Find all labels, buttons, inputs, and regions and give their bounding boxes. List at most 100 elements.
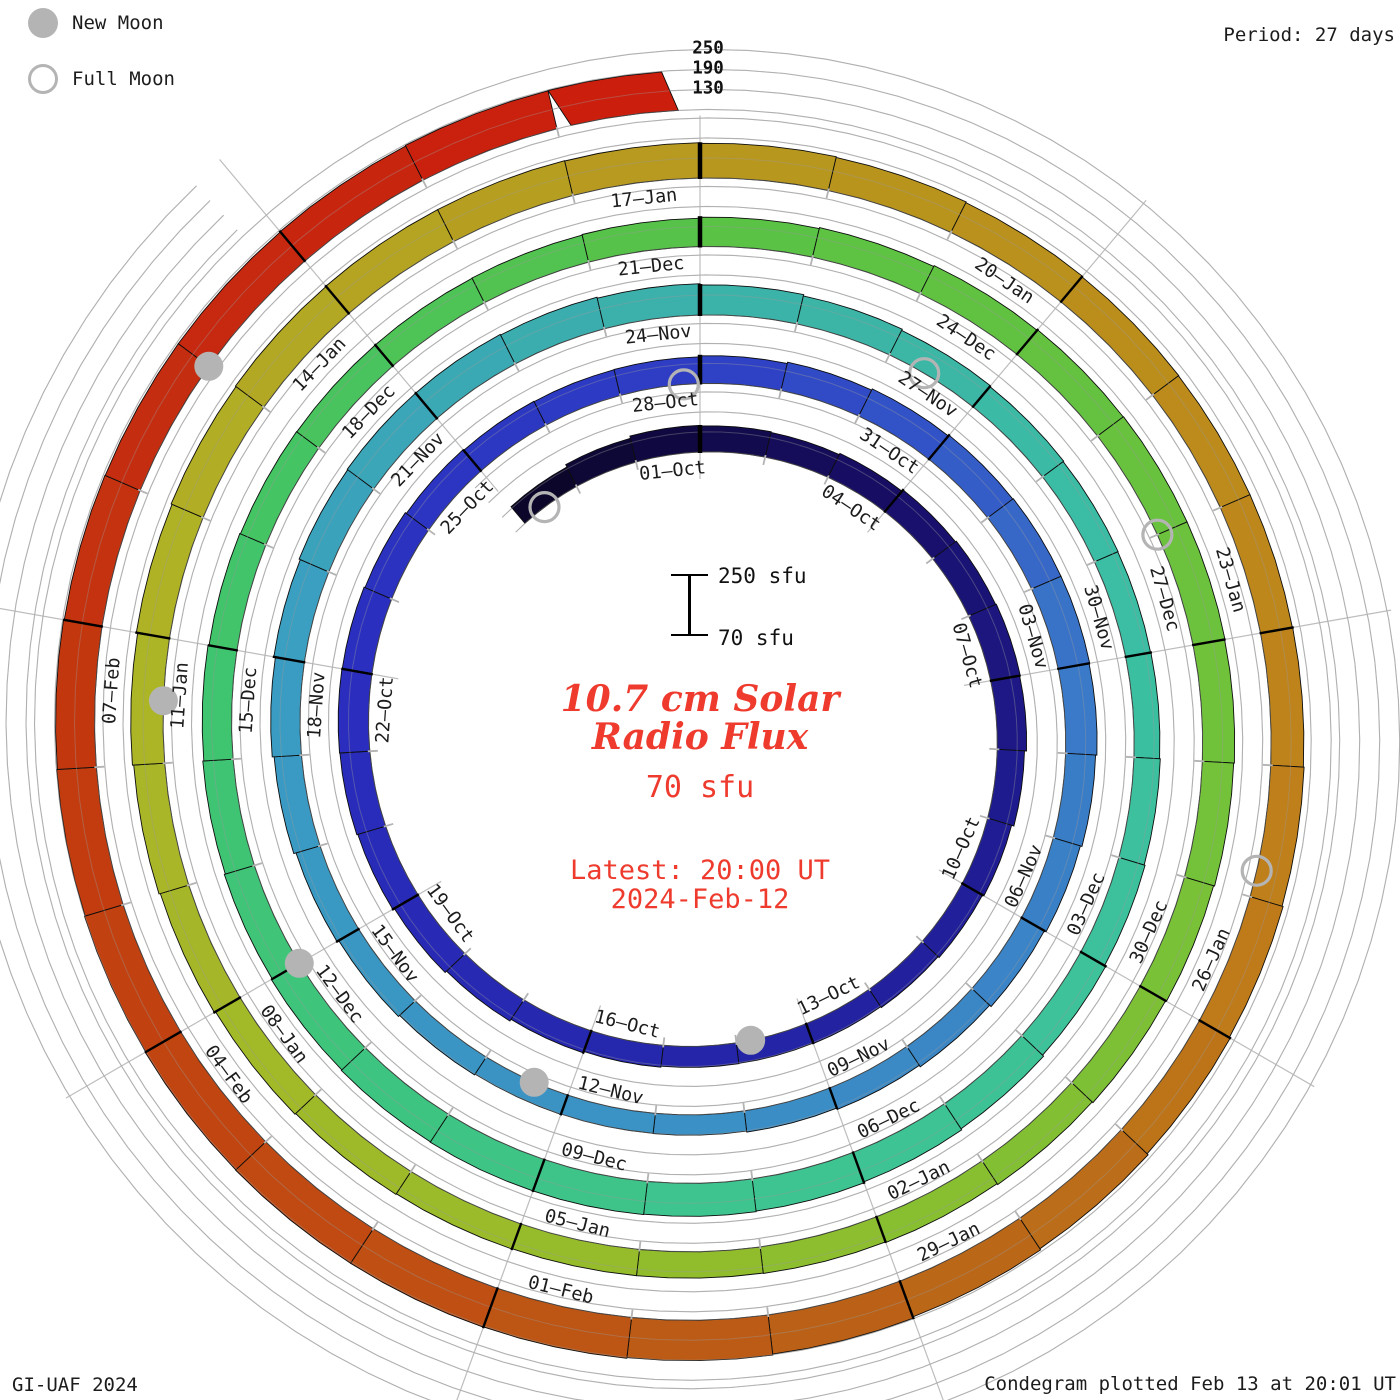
flux-gridline-250 [0,48,1400,1400]
flux-bar-segment [499,296,605,365]
day-tick [961,614,971,621]
day-tick [513,361,520,372]
day-tick [1145,393,1155,401]
flux-bar-segment [699,142,837,192]
day-tick [646,1173,650,1184]
new-moon-marker [736,1025,766,1055]
three-day-divider [462,448,483,473]
three-day-divider [272,655,306,664]
flux-bar-segment [643,1178,757,1217]
date-label: 22–Oct [372,676,398,744]
day-tick [979,814,990,820]
three-day-divider [414,391,439,420]
three-day-divider [960,881,984,897]
day-tick [371,487,381,495]
full-moon-marker [528,491,561,524]
day-tick [413,994,422,1003]
flux-bar-segment [273,558,330,663]
day-tick [263,1135,273,1144]
day-tick [758,1238,762,1250]
flux-bar-segment [928,434,1014,519]
day-tick [750,1170,754,1182]
three-day-divider [971,385,992,409]
three-day-divider [581,1029,593,1055]
day-tick [1015,1029,1024,1038]
day-tick [1149,533,1160,539]
three-day-divider [898,1279,915,1320]
day-tick [462,947,472,956]
flux-bar-segment [1021,951,1107,1056]
flux-bar-segment [972,385,1065,478]
day-tick [965,982,975,991]
day-tick [313,1088,322,1097]
flux-bar-segment [565,437,637,487]
day-tick [316,446,326,454]
day-tick [915,935,925,944]
flux-bar-segment [357,825,419,910]
three-day-divider [883,488,905,514]
day-tick [662,1037,666,1048]
three-day-divider [1020,916,1046,933]
day-tick [421,178,428,188]
flux-bar-segment [626,1314,774,1362]
day-tick [1114,1123,1124,1132]
three-day-divider [1124,651,1153,659]
day-tick [544,422,551,433]
new-moon-marker [194,351,224,381]
flux-bar-segment [751,1151,865,1212]
flux-bar-segment [298,469,375,573]
day-tick [823,475,830,485]
day-tick [1057,751,1068,755]
flux-gridline-190 [0,68,1381,1400]
three-day-divider [874,1215,888,1244]
three-day-divider [989,674,1021,683]
day-tick [162,761,173,765]
full-moon-marker [1240,854,1273,887]
day-tick [989,747,1000,751]
flux-bar-segment [780,361,873,417]
day-tick [317,842,328,848]
day-tick [371,1221,379,1231]
day-tick [574,484,582,494]
date-label: 07–Feb [99,657,125,725]
flux-bar-segment [796,295,903,356]
day-tick [809,254,814,266]
flux-bar-segment [1118,756,1161,866]
day-tick [261,405,271,413]
flux-gridline-overlay-250 [0,48,1400,1400]
new-moon-marker [148,686,178,716]
three-day-divider [1059,275,1084,304]
day-tick [825,188,830,199]
three-day-divider [144,1030,183,1054]
day-tick [1090,434,1100,442]
flux-bar-segment [1192,638,1236,764]
day-tick [1023,587,1034,593]
day-tick [925,556,935,565]
date-label: 18–Nov [304,671,330,739]
day-tick [630,1309,634,1320]
day-tick [1242,893,1253,899]
flux-bar-segment [868,940,939,1009]
three-day-divider [1138,984,1168,1003]
three-day-divider [1259,626,1294,635]
flux-bar-segment [159,884,241,1014]
full-moon-marker [667,368,700,401]
three-day-divider [927,433,951,461]
day-tick [446,1107,454,1117]
flux-bar-segment [463,400,547,472]
day-tick [654,1105,658,1116]
flux-bar-segment [239,430,320,546]
flux-bar-segment [1016,329,1124,437]
day-tick [426,528,436,536]
three-day-divider [510,1222,523,1251]
flux-bar-segment [445,953,525,1022]
day-tick [634,459,639,471]
day-tick [1065,1076,1074,1085]
day-tick [521,992,529,1002]
day-tick [1176,873,1187,879]
flux-bar-segment [1125,651,1161,760]
day-tick [1014,1211,1022,1221]
day-tick [263,543,274,549]
new-moon-marker [284,948,314,978]
day-tick [409,1164,417,1174]
